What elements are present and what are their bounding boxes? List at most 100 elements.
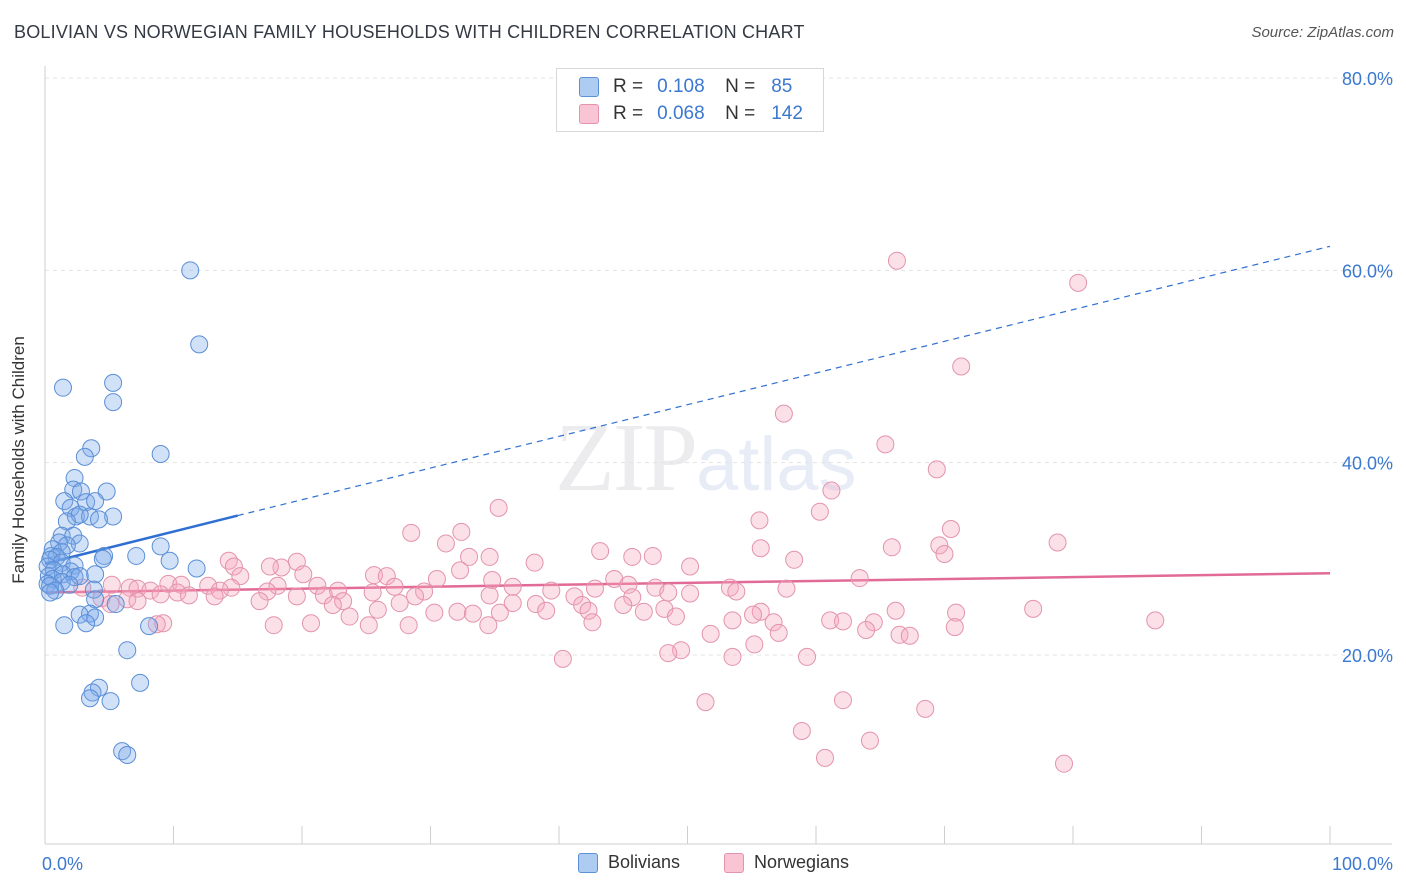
watermark: ZIPatlas <box>555 402 857 514</box>
norwegians-point <box>886 601 905 620</box>
norwegians-point <box>916 699 935 718</box>
norwegians-point <box>128 592 147 611</box>
norwegians-point <box>537 601 556 620</box>
norwegians-r-value: 0.068 <box>657 103 705 124</box>
chart-title: BOLIVIAN VS NORWEGIAN FAMILY HOUSEHOLDS … <box>14 22 805 42</box>
norwegians-point <box>822 481 841 500</box>
norwegians-point <box>102 575 121 594</box>
norwegians-point <box>751 539 770 558</box>
norwegians-points <box>73 251 1165 773</box>
norwegians-point <box>264 616 283 635</box>
norwegians-point <box>363 583 382 602</box>
norwegians-point <box>798 647 817 666</box>
norwegians-point <box>219 551 238 570</box>
norwegians-point <box>792 721 811 740</box>
norwegians-point <box>727 582 746 601</box>
norwegians-point <box>147 615 166 634</box>
legend-n-label: N = <box>725 103 756 124</box>
bolivians-point <box>190 335 209 354</box>
norwegians-point <box>542 581 561 600</box>
norwegians-point <box>623 547 642 566</box>
norwegians-point <box>900 626 919 645</box>
norwegians-point <box>744 605 763 624</box>
norwegians-point <box>260 557 279 576</box>
norwegians-point <box>448 602 467 621</box>
norwegians-point <box>634 602 653 621</box>
norwegians-n-value: 142 <box>771 103 803 124</box>
y-tick-label-80: 80.0% <box>1342 69 1393 89</box>
bolivians-point <box>41 576 60 595</box>
norwegians-point <box>385 577 404 596</box>
bolivians-points <box>38 261 209 765</box>
norwegians-point <box>553 649 572 668</box>
norwegians-point <box>659 583 678 602</box>
norwegians-point <box>451 561 470 580</box>
norwegians-point <box>526 595 545 614</box>
norwegians-point <box>480 586 499 605</box>
norwegians-point <box>585 579 604 598</box>
norwegians-point <box>876 435 895 454</box>
norwegians-point <box>359 616 378 635</box>
norwegians-point <box>224 557 243 576</box>
norwegians-point <box>479 616 498 635</box>
norwegians-point <box>268 576 287 595</box>
bolivians-point <box>104 507 123 526</box>
norwegians-point <box>210 581 229 600</box>
bolivians-point <box>131 673 150 692</box>
trend-lines <box>44 245 1331 594</box>
bolivians-point <box>86 492 105 511</box>
norwegians-point <box>503 594 522 613</box>
legend-n-label: N = <box>725 76 756 97</box>
norwegians-point <box>294 565 313 584</box>
legend: R = 0.108 N = 85 R = 0.068 N = 142 <box>556 68 824 132</box>
y-tick-label-40: 40.0% <box>1342 454 1393 474</box>
norwegians-point <box>120 578 139 597</box>
bolivians-point <box>55 616 74 635</box>
norwegians-point <box>258 582 277 601</box>
norwegians-point <box>927 460 946 479</box>
bolivians-n-value: 85 <box>771 76 793 97</box>
y-tick-label-20: 20.0% <box>1342 646 1393 666</box>
norwegians-point <box>151 585 170 604</box>
norwegians-point <box>882 538 901 557</box>
bolivians-point <box>118 746 137 765</box>
norwegians-point <box>205 587 224 606</box>
norwegians-point <box>785 550 804 569</box>
norwegians-point <box>402 523 421 542</box>
norwegians-point <box>945 618 964 637</box>
norwegians-point <box>463 604 482 623</box>
norwegians-point <box>314 586 333 605</box>
gridlines <box>45 77 1395 656</box>
norwegians-point <box>415 582 434 601</box>
norwegians-point <box>340 607 359 626</box>
norwegians-point <box>368 600 387 619</box>
norwegians-point <box>857 620 876 639</box>
legend-row-bolivians: R = 0.108 N = 85 <box>579 75 792 99</box>
bolivians-point <box>118 641 137 660</box>
bolivians-point <box>84 580 103 599</box>
norwegians-legend-label: Norwegians <box>754 852 850 872</box>
legend-r-label: R = <box>613 76 644 97</box>
bolivians-point <box>71 482 90 501</box>
bolivians-point <box>75 447 94 466</box>
bolivians-point <box>160 551 179 570</box>
bolivians-point <box>181 261 200 280</box>
norwegians-point <box>696 693 715 712</box>
bolivians-legend-label: Bolivians <box>608 852 681 872</box>
bolivians-point <box>187 559 206 578</box>
norwegians-point <box>681 557 700 576</box>
norwegians-point <box>701 624 720 643</box>
norwegians-point <box>591 542 610 561</box>
watermark-atlas: atlas <box>696 422 857 507</box>
norwegians-point <box>308 576 327 595</box>
bolivians-point <box>55 492 74 511</box>
norwegians-point <box>377 567 396 586</box>
bolivians-point <box>104 373 123 392</box>
x-tick-label-min: 0.0% <box>42 854 83 874</box>
norwegians-point <box>579 601 598 620</box>
norwegians-point <box>833 612 852 631</box>
norwegians-point <box>941 520 960 539</box>
norwegians-point <box>681 584 700 603</box>
norwegians-point <box>489 498 508 517</box>
